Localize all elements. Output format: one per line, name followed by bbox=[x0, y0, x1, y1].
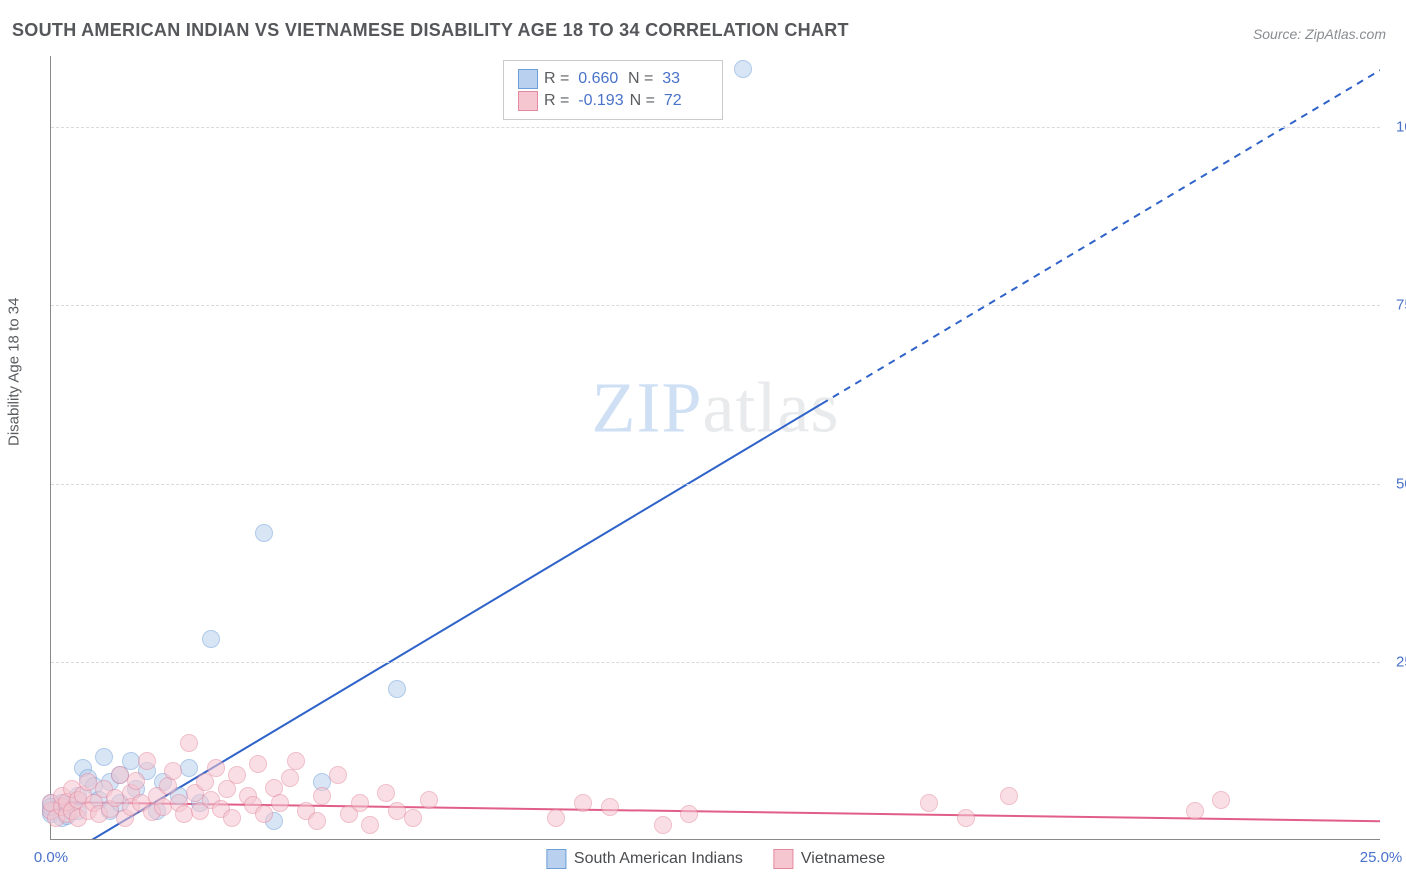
legend-swatch bbox=[518, 91, 538, 111]
data-point bbox=[308, 812, 326, 830]
data-point bbox=[180, 734, 198, 752]
data-point bbox=[180, 759, 198, 777]
data-point bbox=[601, 798, 619, 816]
legend-series-label: South American Indians bbox=[574, 850, 743, 868]
x-tick-label: 25.0% bbox=[1360, 843, 1403, 866]
trend-lines bbox=[51, 56, 1380, 839]
data-point bbox=[202, 630, 220, 648]
legend-series-label: Vietnamese bbox=[801, 850, 885, 868]
data-point bbox=[164, 762, 182, 780]
data-point bbox=[351, 794, 369, 812]
y-tick-label: 75.0% bbox=[1386, 297, 1406, 314]
data-point bbox=[228, 766, 246, 784]
data-point bbox=[1186, 802, 1204, 820]
watermark: ZIPatlas bbox=[592, 367, 840, 450]
plot-area: ZIPatlas R = 0.660N = 33R = -0.193N = 72… bbox=[50, 56, 1380, 840]
y-axis-label: Disability Age 18 to 34 bbox=[6, 298, 23, 446]
data-point bbox=[255, 524, 273, 542]
data-point bbox=[654, 816, 672, 834]
data-point bbox=[547, 809, 565, 827]
data-point bbox=[1000, 787, 1018, 805]
chart-container: SOUTH AMERICAN INDIAN VS VIETNAMESE DISA… bbox=[0, 0, 1406, 892]
data-point bbox=[734, 60, 752, 78]
data-point bbox=[957, 809, 975, 827]
x-tick-label: 0.0% bbox=[34, 843, 68, 866]
data-point bbox=[127, 772, 145, 790]
legend-series-item: Vietnamese bbox=[773, 849, 885, 869]
data-point bbox=[223, 809, 241, 827]
data-point bbox=[95, 748, 113, 766]
y-tick-label: 50.0% bbox=[1386, 475, 1406, 492]
gridline bbox=[51, 127, 1380, 128]
data-point bbox=[377, 784, 395, 802]
data-point bbox=[680, 805, 698, 823]
y-tick-label: 100.0% bbox=[1386, 119, 1406, 136]
legend-swatch bbox=[518, 69, 538, 89]
chart-title: SOUTH AMERICAN INDIAN VS VIETNAMESE DISA… bbox=[12, 20, 849, 41]
legend-stat-row: R = 0.660N = 33 bbox=[518, 69, 708, 89]
legend-series-item: South American Indians bbox=[546, 849, 743, 869]
data-point bbox=[207, 759, 225, 777]
data-point bbox=[329, 766, 347, 784]
legend-swatch bbox=[546, 849, 566, 869]
gridline bbox=[51, 662, 1380, 663]
data-point bbox=[361, 816, 379, 834]
legend-swatch bbox=[773, 849, 793, 869]
data-point bbox=[388, 680, 406, 698]
data-point bbox=[574, 794, 592, 812]
data-point bbox=[313, 787, 331, 805]
legend-stat-row: R = -0.193N = 72 bbox=[518, 91, 708, 111]
gridline bbox=[51, 305, 1380, 306]
data-point bbox=[287, 752, 305, 770]
data-point bbox=[420, 791, 438, 809]
gridline bbox=[51, 484, 1380, 485]
data-point bbox=[1212, 791, 1230, 809]
source-label: Source: ZipAtlas.com bbox=[1253, 26, 1386, 42]
data-point bbox=[138, 752, 156, 770]
data-point bbox=[255, 805, 273, 823]
stats-legend: R = 0.660N = 33R = -0.193N = 72 bbox=[503, 60, 723, 120]
series-legend: South American Indians Vietnamese bbox=[546, 849, 885, 869]
data-point bbox=[920, 794, 938, 812]
data-point bbox=[404, 809, 422, 827]
y-tick-label: 25.0% bbox=[1386, 653, 1406, 670]
data-point bbox=[249, 755, 267, 773]
data-point bbox=[281, 769, 299, 787]
data-point bbox=[271, 794, 289, 812]
